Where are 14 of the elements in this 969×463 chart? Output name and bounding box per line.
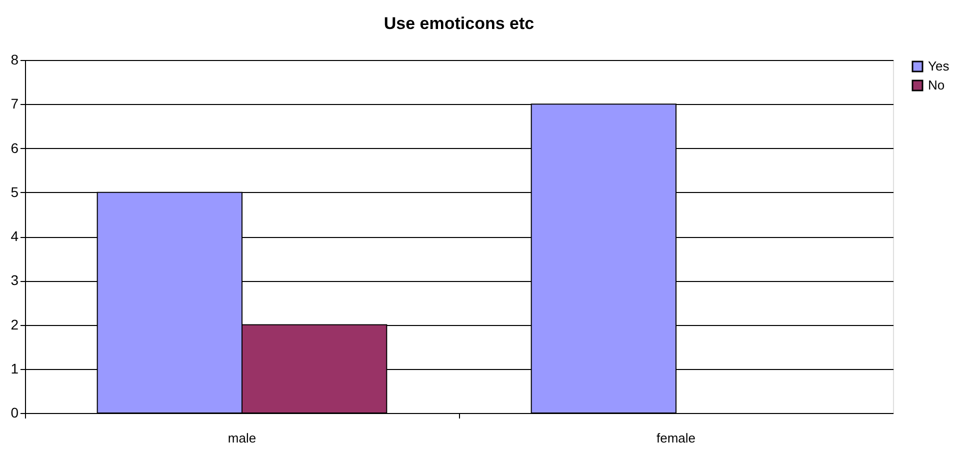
y-tick-label: 6 — [10, 140, 19, 156]
y-tick-label: 4 — [10, 228, 19, 244]
y-tick-label: 0 — [10, 404, 19, 420]
legend-label: Yes — [928, 58, 950, 74]
y-tick-label: 5 — [10, 184, 19, 200]
x-tick-label: male — [228, 430, 256, 446]
y-tick-label: 3 — [10, 272, 19, 288]
y-tick-label: 8 — [10, 52, 19, 68]
y-tick-label: 7 — [10, 96, 19, 112]
chart-title: Use emoticons etc — [384, 14, 534, 33]
y-tick-label: 1 — [10, 360, 19, 376]
y-tick-label: 2 — [10, 316, 19, 332]
legend-label: No — [928, 78, 945, 92]
x-tick-label: female — [656, 430, 696, 446]
